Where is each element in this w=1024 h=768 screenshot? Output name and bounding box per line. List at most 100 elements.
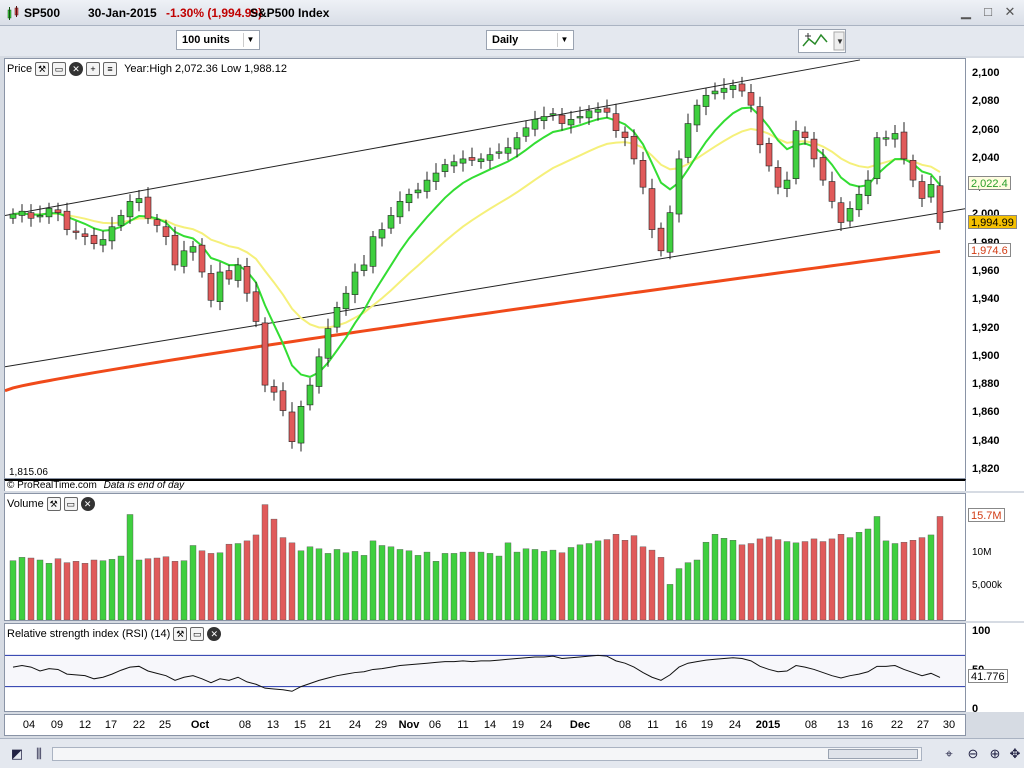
volume-bar[interactable] (666, 584, 674, 620)
chart-scrollbar[interactable] (52, 747, 922, 761)
price-candle[interactable] (117, 209, 125, 231)
units-dropdown[interactable]: 100 units ▼ (176, 30, 260, 50)
price-candle[interactable] (846, 201, 854, 227)
price-candle[interactable] (342, 286, 350, 316)
price-candle[interactable] (18, 204, 26, 223)
volume-bar[interactable] (198, 550, 206, 620)
volume-bar[interactable] (396, 549, 404, 620)
volume-bar[interactable] (765, 536, 773, 620)
volume-bar[interactable] (351, 551, 359, 620)
volume-bar[interactable] (513, 551, 521, 620)
price-candle[interactable] (45, 202, 53, 224)
price-candle[interactable] (720, 78, 728, 100)
price-candle[interactable] (549, 108, 557, 121)
volume-bar[interactable] (243, 540, 251, 620)
price-candle[interactable] (864, 170, 872, 205)
volume-bar[interactable] (891, 543, 899, 620)
volume-bar[interactable] (828, 538, 836, 620)
price-candle[interactable] (360, 255, 368, 277)
volume-bar[interactable] (873, 516, 881, 620)
volume-bar[interactable] (18, 557, 26, 620)
price-candle[interactable] (684, 113, 692, 164)
price-candle[interactable] (81, 228, 89, 246)
volume-bar[interactable] (567, 547, 575, 620)
price-candle[interactable] (63, 202, 71, 236)
price-candle[interactable] (891, 124, 899, 148)
volume-bar[interactable] (477, 551, 485, 620)
price-candle[interactable] (351, 263, 359, 304)
pan-icon[interactable]: ✥ (1009, 746, 1021, 761)
price-candle[interactable] (261, 317, 269, 393)
price-candle[interactable] (144, 187, 152, 224)
price-candle[interactable] (432, 163, 440, 190)
volume-bar[interactable] (45, 563, 53, 620)
price-candle[interactable] (36, 205, 44, 223)
zoom-fit-icon[interactable]: ⌖ (945, 746, 953, 761)
scrollbar-thumb[interactable] (828, 749, 918, 759)
price-candle[interactable] (54, 202, 62, 222)
chart-type-icon[interactable]: ◩ (10, 746, 24, 761)
volume-bar[interactable] (324, 553, 332, 620)
price-candle[interactable] (414, 182, 422, 199)
price-candle[interactable] (657, 222, 665, 257)
volume-bar[interactable] (378, 545, 386, 620)
volume-bar[interactable] (108, 559, 116, 620)
price-candle[interactable] (27, 204, 35, 227)
chevron-down-icon[interactable]: ▼ (557, 33, 571, 47)
volume-bar[interactable] (909, 540, 917, 620)
volume-bar[interactable] (549, 549, 557, 620)
price-candle[interactable] (909, 154, 917, 188)
volume-bar[interactable] (189, 545, 197, 620)
price-candle[interactable] (504, 137, 512, 161)
volume-bar[interactable] (441, 553, 449, 620)
price-candle[interactable] (315, 348, 323, 394)
price-candle[interactable] (387, 206, 395, 234)
volume-bar[interactable] (90, 559, 98, 620)
price-candle[interactable] (225, 264, 233, 285)
price-candle[interactable] (819, 149, 827, 186)
volume-bar[interactable] (387, 546, 395, 620)
price-candle[interactable] (927, 175, 935, 203)
volume-bar[interactable] (900, 541, 908, 620)
window-icon[interactable]: ▭ (63, 497, 78, 511)
volume-bar[interactable] (9, 560, 17, 620)
volume-bar[interactable] (135, 559, 143, 620)
volume-bar[interactable] (450, 553, 458, 620)
price-candle[interactable] (108, 216, 116, 250)
volume-bar[interactable] (180, 560, 188, 620)
rsi-chart[interactable] (5, 624, 966, 712)
price-candle[interactable] (639, 151, 647, 195)
volume-bar[interactable] (288, 542, 296, 620)
volume-bar[interactable] (81, 563, 89, 620)
price-candle[interactable] (855, 185, 863, 217)
price-candle[interactable] (207, 264, 215, 308)
price-candle[interactable] (486, 147, 494, 169)
wrench-icon[interactable]: ⚒ (173, 627, 188, 641)
volume-bar[interactable] (603, 539, 611, 620)
volume-bar[interactable] (72, 561, 80, 620)
price-candle[interactable] (297, 400, 305, 452)
window-icon[interactable]: ▭ (52, 62, 67, 76)
price-candle[interactable] (468, 147, 476, 166)
price-candle[interactable] (693, 99, 701, 133)
zoom-in-icon[interactable]: ⊕ (989, 746, 1001, 761)
period-dropdown[interactable]: Daily ▼ (486, 30, 574, 50)
volume-bar[interactable] (270, 518, 278, 620)
price-candle[interactable] (558, 108, 566, 131)
price-candle[interactable] (198, 238, 206, 278)
volume-bar[interactable] (432, 561, 440, 620)
price-candle[interactable] (810, 132, 818, 168)
volume-bar[interactable] (855, 532, 863, 620)
volume-bar[interactable] (594, 540, 602, 620)
close-icon[interactable]: ✕ (69, 62, 84, 76)
volume-bar[interactable] (225, 543, 233, 620)
volume-bar[interactable] (558, 552, 566, 620)
volume-bar[interactable] (162, 556, 170, 620)
volume-bar[interactable] (144, 558, 152, 620)
volume-bar[interactable] (720, 538, 728, 620)
volume-bar[interactable] (783, 541, 791, 620)
price-candle[interactable] (936, 175, 944, 230)
price-candle[interactable] (171, 226, 179, 271)
volume-bar[interactable] (27, 557, 35, 620)
price-candle[interactable] (441, 158, 449, 178)
